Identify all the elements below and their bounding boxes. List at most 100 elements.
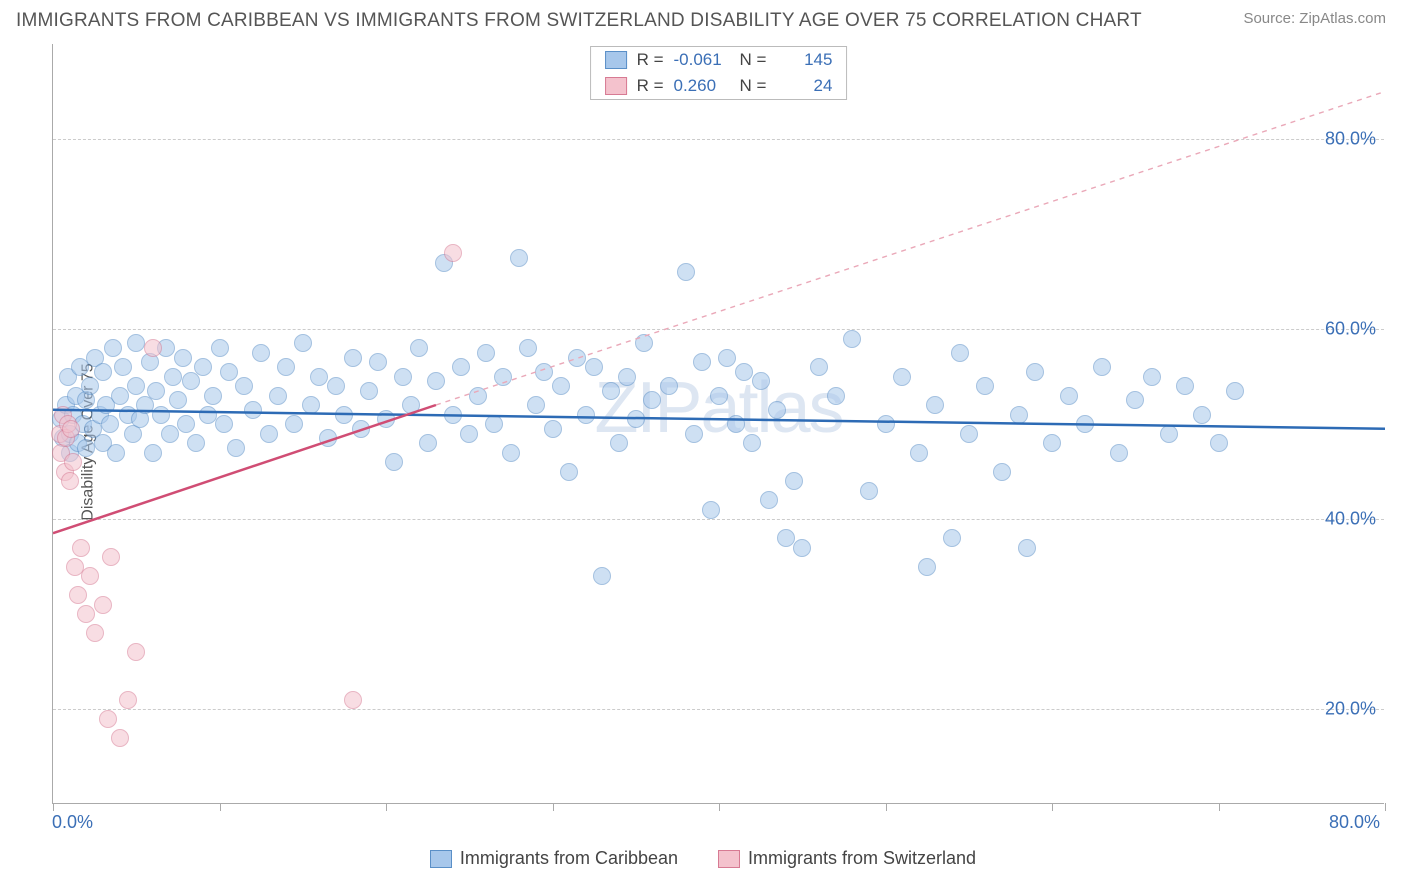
bottom-legend: Immigrants from Caribbean Immigrants from… (16, 848, 1390, 869)
scatter-point (227, 439, 245, 457)
y-tick-label: 40.0% (1325, 509, 1376, 530)
trend-line (53, 44, 1385, 804)
scatter-point (377, 410, 395, 428)
scatter-point (174, 349, 192, 367)
scatter-point (710, 387, 728, 405)
n-label: N = (740, 76, 767, 96)
scatter-point (827, 387, 845, 405)
gridline (53, 329, 1384, 330)
scatter-point (294, 334, 312, 352)
legend-item: Immigrants from Switzerland (718, 848, 976, 869)
scatter-point (1193, 406, 1211, 424)
scatter-point (335, 406, 353, 424)
scatter-point (169, 391, 187, 409)
r-label: R = (637, 76, 664, 96)
scatter-point (677, 263, 695, 281)
scatter-point (352, 420, 370, 438)
x-axis-min-label: 0.0% (52, 812, 93, 833)
scatter-point (94, 363, 112, 381)
legend-swatch (430, 850, 452, 868)
scatter-point (693, 353, 711, 371)
scatter-point (302, 396, 320, 414)
scatter-point (344, 691, 362, 709)
scatter-point (385, 453, 403, 471)
scatter-point (360, 382, 378, 400)
scatter-point (560, 463, 578, 481)
scatter-point (535, 363, 553, 381)
scatter-point (177, 415, 195, 433)
x-tick (220, 803, 221, 811)
scatter-point (1210, 434, 1228, 452)
scatter-point (127, 334, 145, 352)
scatter-point (618, 368, 636, 386)
scatter-point (62, 420, 80, 438)
scatter-point (893, 368, 911, 386)
scatter-point (577, 406, 595, 424)
x-tick (553, 803, 554, 811)
x-axis-max-label: 80.0% (1329, 812, 1380, 833)
scatter-point (86, 624, 104, 642)
chart-area: Disability Age Over 75 ZIPatlas R =-0.06… (16, 44, 1390, 840)
scatter-point (552, 377, 570, 395)
scatter-point (187, 434, 205, 452)
scatter-point (1176, 377, 1194, 395)
legend-swatch (605, 51, 627, 69)
scatter-point (104, 339, 122, 357)
scatter-point (269, 387, 287, 405)
scatter-point (1043, 434, 1061, 452)
stats-row: R =-0.061N =145 (591, 47, 847, 73)
scatter-point (64, 453, 82, 471)
y-tick-label: 20.0% (1325, 699, 1376, 720)
scatter-point (101, 415, 119, 433)
scatter-point (394, 368, 412, 386)
scatter-point (194, 358, 212, 376)
scatter-point (568, 349, 586, 367)
scatter-point (976, 377, 994, 395)
scatter-point (510, 249, 528, 267)
scatter-point (61, 472, 79, 490)
scatter-point (1010, 406, 1028, 424)
n-label: N = (740, 50, 767, 70)
scatter-point (94, 596, 112, 614)
scatter-point (81, 567, 99, 585)
scatter-point (918, 558, 936, 576)
scatter-point (114, 358, 132, 376)
scatter-point (402, 396, 420, 414)
scatter-point (785, 472, 803, 490)
scatter-point (1160, 425, 1178, 443)
scatter-point (164, 368, 182, 386)
scatter-point (743, 434, 761, 452)
legend-item: Immigrants from Caribbean (430, 848, 678, 869)
scatter-point (777, 529, 795, 547)
scatter-point (460, 425, 478, 443)
trend-line (53, 44, 1385, 804)
scatter-point (1226, 382, 1244, 400)
x-tick (1219, 803, 1220, 811)
scatter-point (81, 377, 99, 395)
scatter-point (718, 349, 736, 367)
scatter-point (161, 425, 179, 443)
scatter-point (199, 406, 217, 424)
scatter-point (136, 396, 154, 414)
scatter-point (635, 334, 653, 352)
scatter-point (793, 539, 811, 557)
scatter-point (951, 344, 969, 362)
scatter-point (585, 358, 603, 376)
scatter-point (502, 444, 520, 462)
trend-line (53, 44, 1385, 804)
legend-swatch (718, 850, 740, 868)
scatter-point (494, 368, 512, 386)
gridline (53, 709, 1384, 710)
scatter-point (235, 377, 253, 395)
scatter-point (319, 429, 337, 447)
legend-label: Immigrants from Switzerland (748, 848, 976, 869)
scatter-point (277, 358, 295, 376)
scatter-point (960, 425, 978, 443)
scatter-point (610, 434, 628, 452)
scatter-point (810, 358, 828, 376)
r-label: R = (637, 50, 664, 70)
scatter-point (926, 396, 944, 414)
scatter-point (1060, 387, 1078, 405)
scatter-point (260, 425, 278, 443)
scatter-point (111, 729, 129, 747)
